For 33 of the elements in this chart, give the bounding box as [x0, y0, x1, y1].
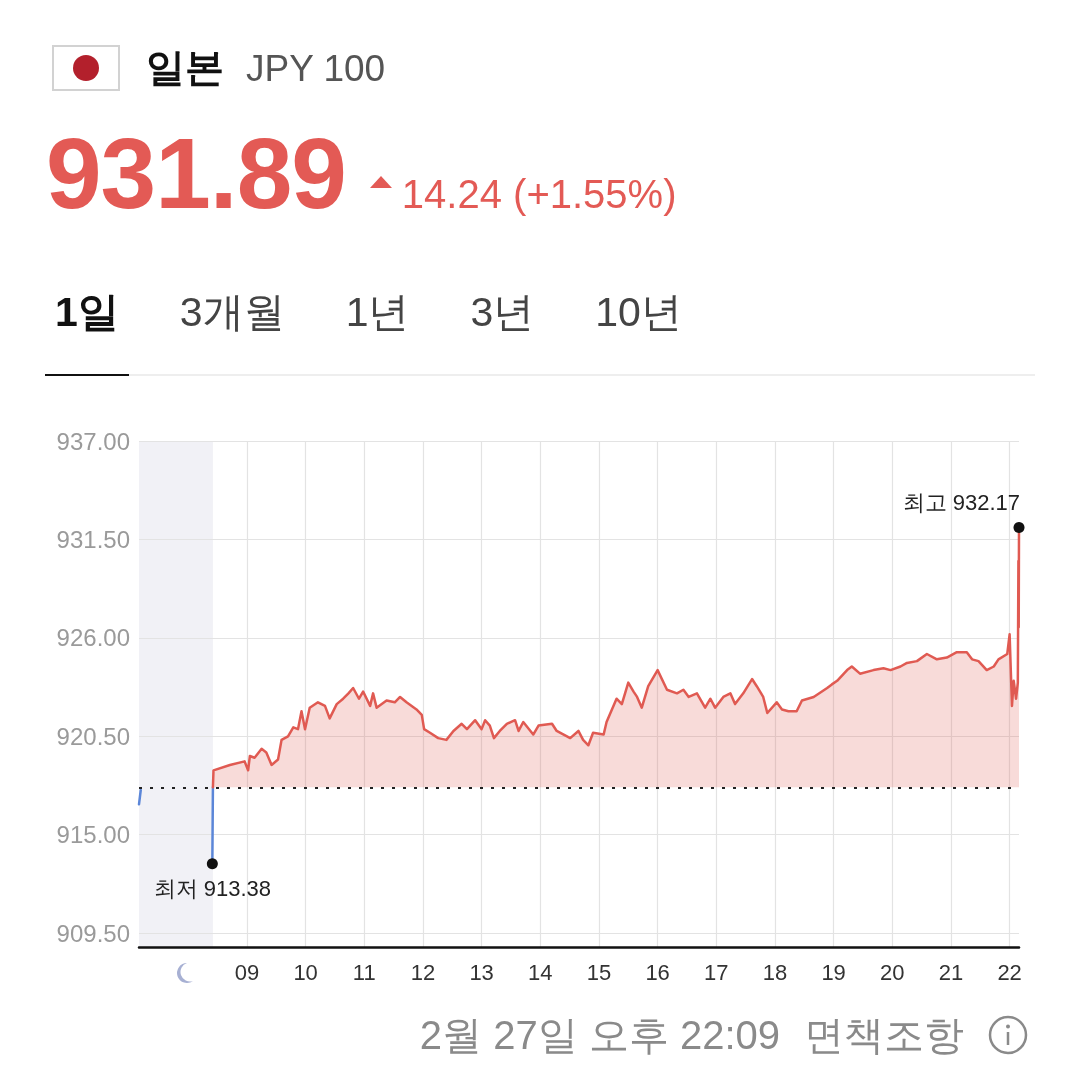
text: 14.24 (+1.55%) — [401, 171, 677, 218]
chart-title: 일본 — [146, 45, 224, 91]
text: 3개월 — [178, 288, 286, 337]
text: 931.89 — [46, 117, 346, 229]
x-tick-label: 10 — [293, 960, 318, 985]
x-tick-label: 21 — [938, 960, 964, 985]
text: 10년 — [594, 288, 683, 337]
text: 1년 — [344, 288, 411, 337]
x-tick-label: 11 — [352, 960, 376, 985]
x-tick-label: 12 — [410, 960, 436, 985]
y-tick-label: 937.00 — [56, 427, 130, 455]
x-tick-label: 18 — [762, 960, 788, 985]
chart-subtitle: JPY 100 — [246, 47, 386, 91]
x-tick-label: 15 — [586, 960, 612, 985]
y-tick-label: 915.00 — [56, 821, 130, 849]
x-tick-label: 09 — [234, 960, 260, 985]
x-tick-label: 19 — [821, 960, 846, 985]
text: 2월 27일 오후 22:09 — [419, 1012, 780, 1059]
text: 3년 — [469, 288, 536, 337]
y-tick-label: 920.50 — [56, 722, 130, 750]
y-tick-label: 909.50 — [56, 919, 130, 947]
text: 1일 — [45, 286, 129, 376]
text: 면책조항 — [804, 1012, 964, 1059]
x-tick-label: 13 — [469, 960, 494, 985]
y-tick-label: 926.00 — [56, 624, 130, 652]
annotation: 최고 932.17 — [902, 489, 1020, 515]
x-tick-label: 22 — [997, 960, 1022, 985]
y-tick-label: 931.50 — [56, 525, 130, 553]
annotation: 최저 913.38 — [153, 876, 272, 902]
x-tick-label: 14 — [528, 960, 553, 985]
x-tick-label: 20 — [880, 960, 905, 985]
x-tick-label: 16 — [645, 960, 670, 985]
x-tick-label: 17 — [704, 960, 729, 985]
